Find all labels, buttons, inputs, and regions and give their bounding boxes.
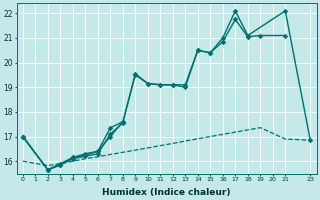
- X-axis label: Humidex (Indice chaleur): Humidex (Indice chaleur): [102, 188, 231, 197]
